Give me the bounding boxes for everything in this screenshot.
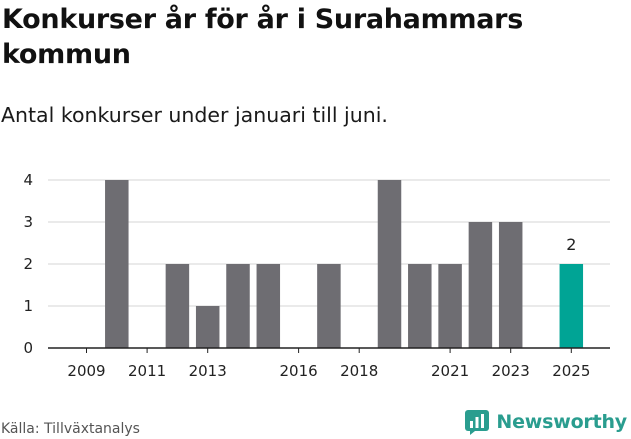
x-tick-label: 2011 bbox=[128, 362, 166, 380]
y-tick-label: 3 bbox=[23, 213, 33, 231]
bar-2013 bbox=[195, 306, 220, 348]
x-tick-label: 2009 bbox=[67, 362, 105, 380]
x-tick-label: 2013 bbox=[189, 362, 227, 380]
source-note: Källa: Tillväxtanalys bbox=[1, 421, 140, 437]
x-tick-label: 2023 bbox=[492, 362, 530, 380]
data-label-2025: 2 bbox=[566, 235, 576, 254]
newsworthy-brand: Newsworthy bbox=[464, 407, 627, 437]
chart-title: Konkurser år för år i Surahammars kommun bbox=[2, 4, 523, 70]
bar-2022 bbox=[468, 222, 493, 348]
y-tick-label: 2 bbox=[23, 255, 33, 273]
bar-2017 bbox=[317, 264, 341, 348]
bar-2012 bbox=[165, 264, 190, 348]
x-tick-label: 2021 bbox=[431, 362, 469, 380]
bar-2014 bbox=[226, 264, 250, 348]
bar-2019 bbox=[377, 180, 402, 348]
bar-2015 bbox=[256, 264, 281, 348]
bar-2020 bbox=[408, 264, 432, 348]
bar-2010 bbox=[105, 180, 129, 348]
y-tick-label: 0 bbox=[23, 339, 33, 357]
bar-2023 bbox=[498, 222, 523, 348]
y-tick-label: 1 bbox=[23, 297, 33, 315]
bar-chart-logo-icon bbox=[465, 410, 490, 435]
y-tick-label: 4 bbox=[23, 171, 33, 189]
bar-2021 bbox=[438, 264, 462, 348]
brand-name: Newsworthy bbox=[496, 411, 627, 433]
bar-2025 bbox=[559, 264, 584, 348]
bar-chart: 0 1 2 3 4 2009 2011 2013 2016 2018 2021 2023 2025 2 bbox=[23, 171, 610, 380]
x-tick-label: 2018 bbox=[340, 362, 378, 380]
x-tick-label: 2025 bbox=[552, 362, 590, 380]
x-tick-label: 2016 bbox=[280, 362, 318, 380]
chart-subtitle: Antal konkurser under januari till juni. bbox=[1, 103, 388, 127]
